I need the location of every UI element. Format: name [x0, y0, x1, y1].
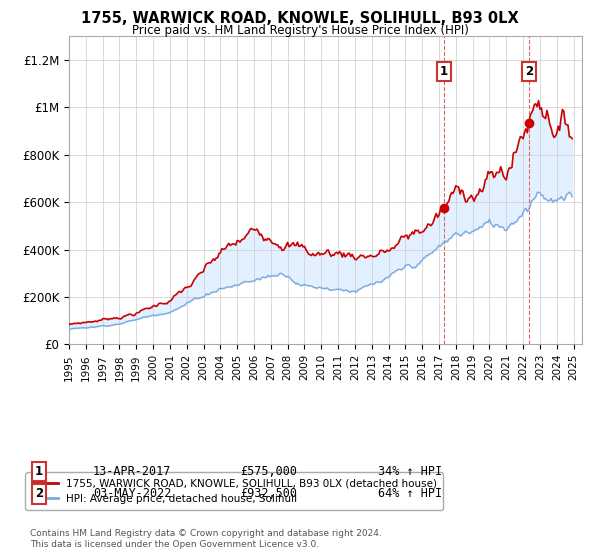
Legend: 1755, WARWICK ROAD, KNOWLE, SOLIHULL, B93 0LX (detached house), HPI: Average pri: 1755, WARWICK ROAD, KNOWLE, SOLIHULL, B9…: [25, 473, 443, 510]
Text: Price paid vs. HM Land Registry's House Price Index (HPI): Price paid vs. HM Land Registry's House …: [131, 24, 469, 36]
Text: 64% ↑ HPI: 64% ↑ HPI: [378, 487, 442, 501]
Text: 1: 1: [440, 66, 448, 78]
Text: 03-MAY-2022: 03-MAY-2022: [93, 487, 172, 501]
Text: Contains HM Land Registry data © Crown copyright and database right 2024.
This d: Contains HM Land Registry data © Crown c…: [30, 529, 382, 549]
Text: 1: 1: [35, 465, 43, 478]
Text: 34% ↑ HPI: 34% ↑ HPI: [378, 465, 442, 478]
Text: 1755, WARWICK ROAD, KNOWLE, SOLIHULL, B93 0LX: 1755, WARWICK ROAD, KNOWLE, SOLIHULL, B9…: [81, 11, 519, 26]
Text: £575,000: £575,000: [240, 465, 297, 478]
Text: 2: 2: [525, 66, 533, 78]
Text: 2: 2: [35, 487, 43, 501]
Text: 13-APR-2017: 13-APR-2017: [93, 465, 172, 478]
Text: £932,500: £932,500: [240, 487, 297, 501]
